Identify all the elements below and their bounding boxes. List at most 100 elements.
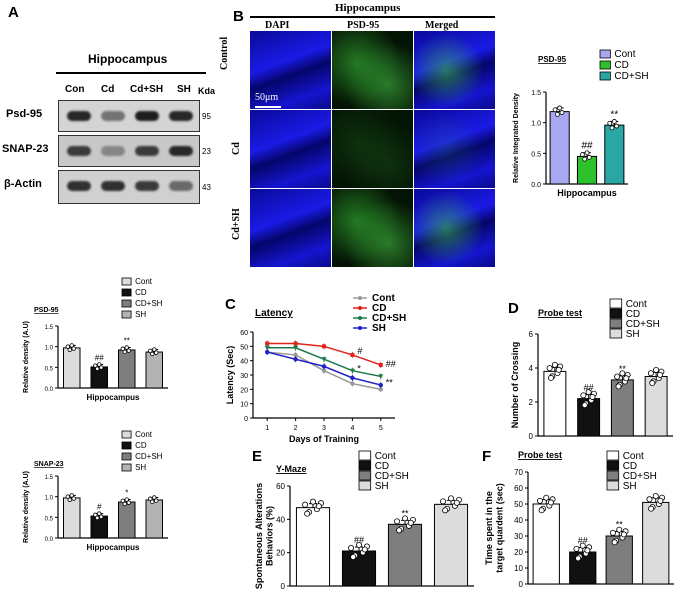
legend-swatch [121, 430, 132, 439]
data-point [65, 494, 70, 499]
data-point [293, 357, 298, 362]
legend-marker [358, 316, 362, 320]
data-point [99, 514, 104, 519]
data-point [321, 357, 327, 362]
blot-band [101, 181, 125, 191]
y-tick-label: 10 [514, 564, 523, 573]
chart-latency: 0 10 20 30 40 50 60 1 2 3 4 5 Days of Training Latenc… [225, 293, 406, 444]
blot-header: Hippocampus [88, 52, 168, 66]
chart-title: PSD-95 [34, 307, 59, 314]
data-point [555, 366, 562, 373]
bar [118, 349, 136, 389]
chart-title: Y-Maze [276, 464, 307, 474]
data-point [124, 345, 129, 350]
data-point [623, 375, 630, 382]
significance-label: ** [124, 336, 130, 345]
legend-label: Cont [626, 299, 647, 310]
data-point [150, 351, 155, 357]
y-tick-label: 0.0 [531, 182, 541, 189]
chart-psd95-if: 0.0 0.5 1.0 1.5 PSD-95 Relative Integrated De… [513, 49, 649, 198]
legend-swatch [599, 71, 611, 81]
y-tick-label: 0 [244, 416, 248, 423]
y-tick-label: 1.5 [531, 90, 541, 97]
legend-swatch [121, 463, 132, 472]
data-point [551, 361, 558, 368]
data-point [584, 547, 591, 554]
chart-title: SNAP-23 [34, 461, 64, 468]
legend-swatch [358, 450, 372, 461]
data-point [361, 546, 368, 553]
data-point [657, 497, 664, 504]
x-axis-label: Hippocampus [87, 393, 140, 402]
data-point [547, 499, 554, 506]
blot-lane-label: Con [65, 84, 85, 95]
panel-letter-c: C [225, 296, 236, 313]
y-tick-label: 20 [276, 549, 285, 558]
data-point [321, 368, 327, 373]
legend-label: CD+SH [372, 313, 406, 324]
data-point [647, 370, 654, 377]
data-point [440, 498, 447, 505]
y-tick-label: 40 [276, 515, 285, 524]
blot-band [67, 181, 91, 191]
data-point [557, 105, 563, 111]
data-point [69, 493, 74, 498]
significance-label: ** [619, 364, 627, 374]
blot-kda-value: 23 [202, 147, 211, 156]
data-point [585, 389, 592, 396]
data-point [126, 348, 131, 353]
micro-image-grid [250, 31, 495, 267]
data-point [378, 374, 384, 379]
data-point [97, 511, 102, 516]
data-point [607, 120, 613, 126]
y-tick-label: 1.5 [45, 475, 54, 481]
y-tick-label: 60 [276, 482, 285, 491]
legend-label: SH [626, 329, 640, 340]
data-point [584, 150, 590, 156]
blot-band [169, 146, 193, 156]
micro-header: Hippocampus [335, 2, 401, 14]
significance-label: ## [578, 536, 588, 546]
legend-swatch [606, 450, 620, 461]
data-point [620, 531, 627, 538]
blot-band [67, 111, 91, 121]
blot-lane-label: Cd+SH [130, 84, 164, 95]
data-point [69, 343, 74, 348]
legend-swatch [606, 480, 620, 491]
legend-swatch [121, 299, 132, 308]
data-point [71, 496, 76, 501]
bar [90, 515, 108, 539]
bar [549, 111, 570, 185]
y-tick-label: 40 [514, 516, 523, 525]
y-tick-label: 60 [240, 330, 248, 337]
data-point [350, 375, 355, 381]
legend-label: Cont [135, 430, 153, 439]
data-point [120, 498, 125, 503]
data-point [614, 123, 620, 129]
significance-label: ** [610, 109, 618, 120]
chart-probe-crossing: 0 2 4 6 Probe test Number of Crossing ## ** Cont… [510, 298, 673, 441]
data-point [611, 539, 618, 546]
legend-label: SH [135, 463, 146, 472]
y-tick-label: 0.0 [45, 537, 54, 543]
data-point [350, 352, 355, 357]
y-axis-label: Time spent in thetarget quardent (sec) [484, 483, 504, 573]
legend-swatch [609, 318, 623, 329]
micro-column-label: PSD-95 [347, 20, 380, 31]
data-point [65, 344, 70, 349]
data-point [95, 366, 100, 371]
legend-swatch [606, 470, 620, 481]
data-point [543, 494, 550, 501]
legend-label: CD [614, 60, 628, 71]
data-point [293, 345, 299, 351]
data-point [378, 382, 383, 388]
micro-tile [250, 110, 331, 188]
y-tick-label: 30 [240, 373, 248, 380]
chart-snap23-wb: 0.0 0.5 1.0 1.5 SNAP-23 Relative density (A.U… [23, 430, 168, 552]
micro-row-label: Control [219, 36, 230, 70]
data-point [546, 365, 553, 372]
data-point [656, 371, 663, 378]
legend-swatch [599, 49, 611, 59]
x-tick-label: 2 [294, 425, 298, 432]
y-tick-label: 60 [514, 484, 523, 493]
